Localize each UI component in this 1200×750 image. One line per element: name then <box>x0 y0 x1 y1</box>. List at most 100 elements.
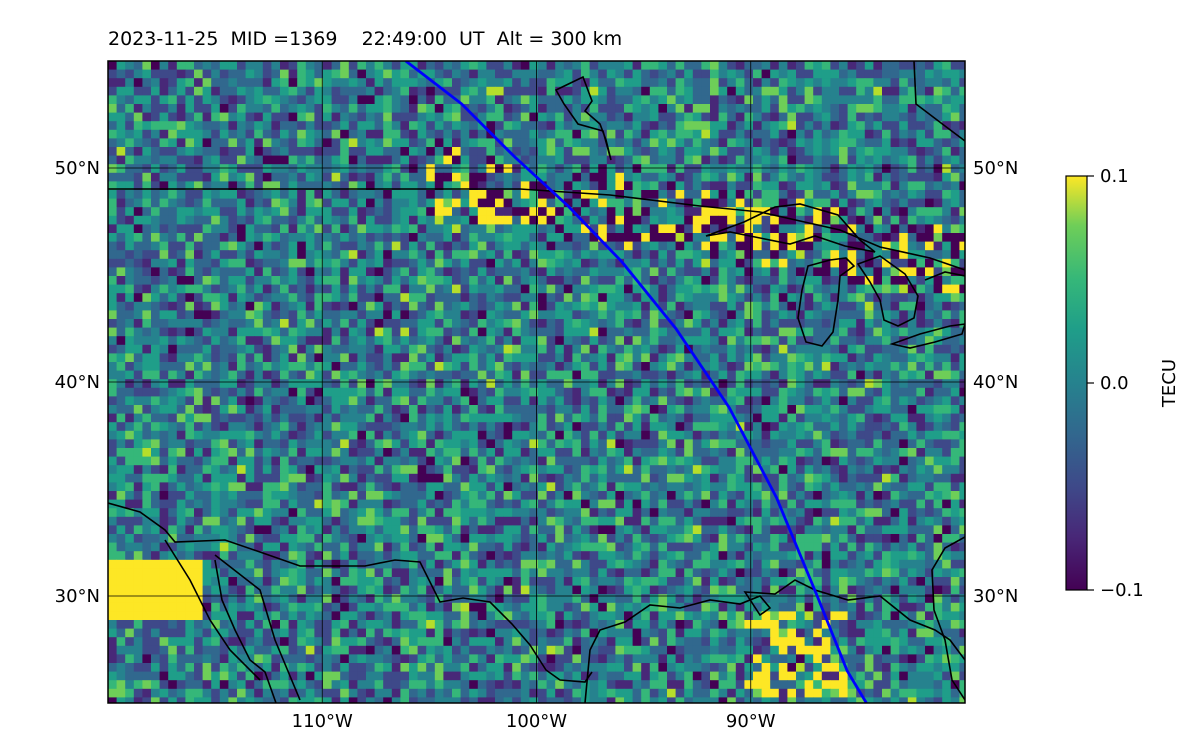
tec-cell <box>374 181 384 191</box>
tec-cell <box>194 413 203 423</box>
tec-cell <box>856 379 866 389</box>
tec-cell <box>434 78 444 88</box>
tec-cell <box>615 86 625 96</box>
tec-cell <box>116 78 126 88</box>
tec-cell <box>813 482 823 492</box>
tec-cell <box>116 396 126 406</box>
tec-cell <box>383 396 393 406</box>
tec-cell <box>942 104 952 113</box>
tec-cell <box>735 198 745 208</box>
tec-cell <box>864 344 874 354</box>
tec-cell <box>563 482 573 492</box>
tec-cell <box>417 396 427 406</box>
tec-cell <box>950 86 960 96</box>
tec-cell <box>925 138 934 148</box>
tec-cell <box>684 121 694 131</box>
tec-cell <box>280 456 289 466</box>
tec-cell <box>787 121 797 131</box>
tec-cell <box>890 353 900 363</box>
tec-cell <box>529 95 539 105</box>
tec-cell <box>942 353 952 363</box>
tec-cell <box>391 267 401 277</box>
tec-cell <box>830 276 840 285</box>
tec-cell <box>701 207 711 217</box>
tec-cell <box>684 190 694 199</box>
tec-cell <box>606 198 616 208</box>
tec-cell <box>598 301 608 311</box>
tec-cell <box>839 104 848 113</box>
tec-cell <box>297 327 307 337</box>
tec-cell <box>546 473 556 483</box>
tec-cell <box>753 413 762 423</box>
tec-cell <box>331 293 341 303</box>
tec-cell <box>675 129 685 139</box>
tec-cell <box>701 353 711 363</box>
tec-cell <box>443 129 453 139</box>
tec-cell <box>460 86 470 96</box>
tec-cell <box>486 293 496 303</box>
tec-cell <box>211 147 221 156</box>
tec-cell <box>667 473 676 483</box>
tec-cell <box>684 78 694 88</box>
tec-cell <box>538 258 547 268</box>
tec-cell <box>839 301 848 311</box>
tec-cell <box>495 129 504 139</box>
tec-cell <box>383 413 393 423</box>
tec-cell <box>512 310 522 320</box>
tec-cell <box>864 482 874 492</box>
tec-cell <box>417 344 427 354</box>
tec-cell <box>151 241 160 251</box>
tec-cell <box>512 284 522 294</box>
tec-cell <box>254 69 264 79</box>
tec-cell <box>426 129 436 139</box>
tec-cell <box>821 353 831 363</box>
tec-cell <box>477 129 487 139</box>
tec-cell <box>632 465 642 475</box>
tec-cell <box>890 112 900 122</box>
tec-cell <box>142 276 152 285</box>
tec-cell <box>701 284 711 294</box>
tec-cell <box>925 190 934 199</box>
tec-cell <box>486 310 496 320</box>
tec-cell <box>409 344 418 354</box>
tec-cell <box>658 310 668 320</box>
tec-cell <box>348 439 358 449</box>
tec-cell <box>340 293 350 303</box>
tec-cell <box>142 413 152 423</box>
tec-cell <box>675 276 685 285</box>
tec-cell <box>856 482 866 492</box>
tec-cell <box>821 413 831 423</box>
tec-cell <box>434 319 444 328</box>
tec-cell <box>194 276 203 285</box>
tec-cell <box>735 61 745 70</box>
tec-cell <box>426 190 436 199</box>
tec-cell <box>495 69 504 79</box>
tec-cell <box>108 319 117 328</box>
tec-cell <box>787 387 797 397</box>
tec-cell <box>692 121 702 131</box>
tec-cell <box>813 121 823 131</box>
tec-cell <box>563 473 573 483</box>
tec-cell <box>125 482 135 492</box>
tec-cell <box>391 190 401 199</box>
tec-cell <box>942 465 952 475</box>
tec-cell <box>529 181 539 191</box>
tec-cell <box>787 430 797 440</box>
tec-cell <box>890 86 900 96</box>
tec-cell <box>237 405 246 414</box>
tec-cell <box>331 138 341 148</box>
tec-cell <box>366 336 375 346</box>
tec-cell <box>503 284 513 294</box>
tec-cell <box>314 241 324 251</box>
tec-cell <box>710 301 719 311</box>
tec-cell <box>254 138 264 148</box>
tec-cell <box>219 181 229 191</box>
tec-cell <box>787 396 797 406</box>
tec-cell <box>340 344 350 354</box>
tec-cell <box>262 86 272 96</box>
tec-cell <box>701 267 711 277</box>
tec-cell <box>211 344 221 354</box>
tec-cell <box>916 267 926 277</box>
tec-cell <box>735 465 745 475</box>
tec-cell <box>761 129 771 139</box>
